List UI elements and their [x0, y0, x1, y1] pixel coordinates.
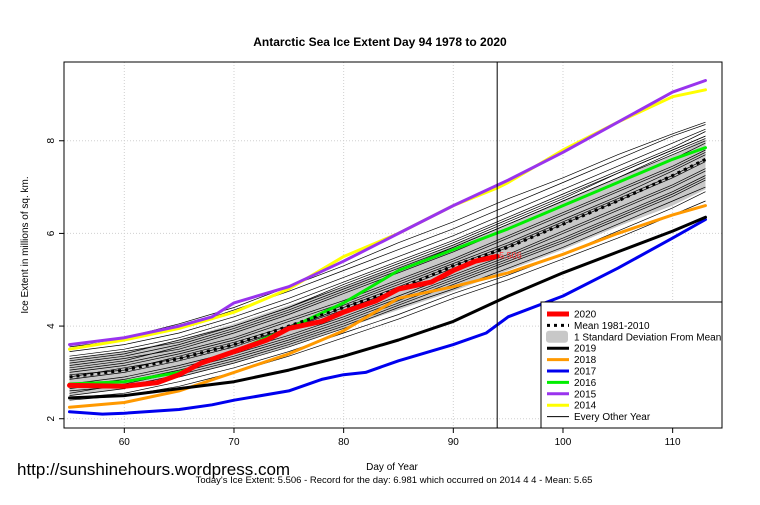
chart-title: Antarctic Sea Ice Extent Day 94 1978 to …: [253, 35, 507, 49]
series-line-2015: [68, 79, 707, 347]
every-other-year-line-4: [69, 175, 706, 389]
y-tick-label-4: 4: [46, 323, 57, 329]
x-tick-label-90: 90: [448, 437, 460, 448]
legend-label-2019: 2019: [574, 344, 597, 355]
every-other-year-line-21: [69, 200, 706, 401]
y-axis-label: Ice Extent in millions of sq. km.: [20, 176, 31, 313]
every-other-year-line-20: [69, 121, 706, 345]
legend-label-2020: 2020: [574, 310, 597, 321]
every-other-year-line-13: [69, 191, 706, 399]
series-line-2019: [68, 215, 707, 400]
every-other-year-line-19: [69, 151, 706, 373]
y-tick-label-2: 2: [46, 416, 57, 422]
series-line-2018: [68, 204, 707, 409]
x-tick-label-110: 110: [665, 437, 681, 448]
std-dev-band: [69, 138, 706, 396]
footer-stats: Today's Ice Extent: 5.506 - Record for t…: [196, 475, 593, 486]
legend-label-2017: 2017: [574, 367, 597, 378]
legend-label-mean-1981-2010: Mean 1981-2010: [574, 321, 650, 332]
today-value-label: 5.506: [499, 250, 522, 260]
every-other-year-line-22: [69, 138, 706, 364]
legend-swatch-1-standard-deviation-from-mean: [546, 330, 568, 343]
legend-label-every-other-year: Every Other Year: [574, 412, 651, 423]
legend-label-1-standard-deviation-from-mean: 1 Standard Deviation From Mean: [574, 332, 721, 343]
x-tick-label-100: 100: [555, 437, 572, 448]
every-other-year-line-17: [69, 135, 706, 359]
every-other-year-line-9: [69, 168, 706, 385]
every-other-year-line-5: [69, 128, 706, 352]
y-tick-label-6: 6: [46, 230, 57, 236]
series-line-2017: [68, 218, 707, 416]
x-axis-label: Day of Year: [366, 462, 418, 473]
plot-frame: [63, 61, 723, 429]
x-tick-label-80: 80: [338, 437, 350, 448]
series-group: [67, 79, 707, 416]
legend-label-2018: 2018: [574, 355, 597, 366]
y-tick-label-8: 8: [46, 138, 57, 144]
legend-label-2015: 2015: [574, 389, 597, 400]
every-other-year-line-1: [69, 149, 706, 371]
x-tick-label-70: 70: [228, 437, 240, 448]
legend-label-2016: 2016: [574, 378, 597, 389]
every-other-year-line-8: [69, 154, 706, 376]
series-line-2020: [67, 253, 500, 389]
x-tick-label-60: 60: [119, 437, 131, 448]
watermark-url: http://sunshinehours.wordpress.com: [17, 460, 290, 479]
every-other-year-line-10: [69, 131, 706, 357]
legend-box: [540, 301, 723, 429]
legend-label-2014: 2014: [574, 401, 597, 412]
